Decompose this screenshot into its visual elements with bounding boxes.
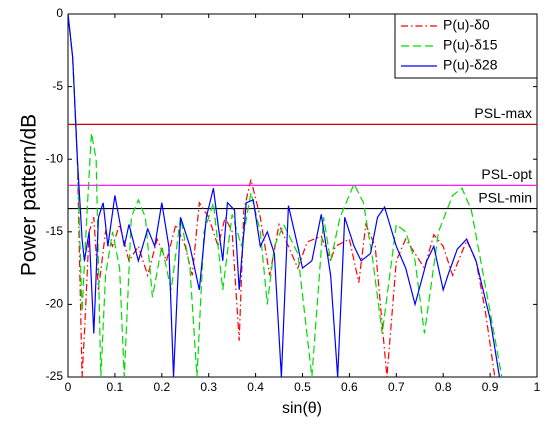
legend-label: P(u)-δ28 — [443, 57, 498, 73]
x-tick-label: 0.5 — [294, 380, 311, 394]
y-axis-label: Power pattern/dB — [18, 114, 41, 276]
x-tick-label: 0.9 — [482, 380, 499, 394]
x-axis-label: sin(θ) — [282, 400, 322, 417]
x-tick-label: 0.4 — [247, 380, 264, 394]
x-tick-label: 0 — [65, 380, 72, 394]
x-tick-label: 0.3 — [200, 380, 217, 394]
plot-lines — [68, 14, 537, 377]
y-tick-label: -15 — [46, 224, 64, 238]
x-tick-label: 1 — [534, 380, 541, 394]
series-line — [68, 14, 503, 377]
x-tick-label: 0.8 — [435, 380, 452, 394]
reference-label: PSL-min — [478, 189, 532, 205]
x-tick-label: 0.1 — [107, 380, 124, 394]
y-tick-label: -5 — [52, 79, 63, 93]
legend-label: P(u)-δ15 — [443, 37, 498, 53]
reference-label: PSL-max — [474, 105, 532, 121]
x-tick-label: 0.6 — [341, 380, 358, 394]
reference-label: PSL-opt — [481, 166, 532, 182]
x-tick-label: 0.7 — [388, 380, 405, 394]
y-tick-label: 0 — [56, 6, 63, 20]
legend-label: P(u)-δ0 — [443, 17, 490, 33]
x-tick-label: 0.2 — [153, 380, 170, 394]
y-tick-label: -25 — [46, 369, 64, 383]
series-line — [68, 14, 501, 377]
y-tick-label: -10 — [46, 151, 64, 165]
y-tick-label: -20 — [46, 297, 64, 311]
